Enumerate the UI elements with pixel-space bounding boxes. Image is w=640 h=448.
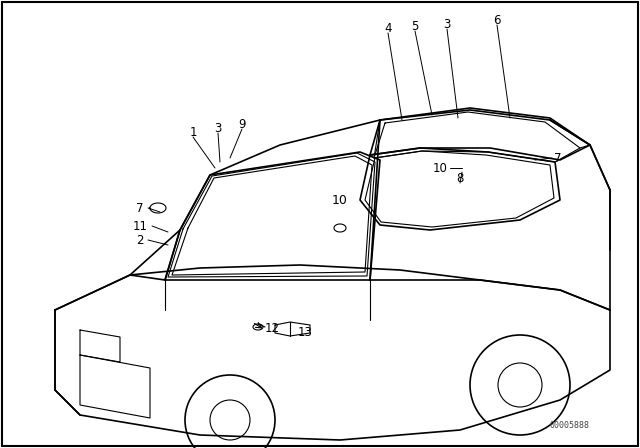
Text: 1: 1 — [189, 125, 196, 138]
Text: 00005888: 00005888 — [550, 421, 590, 430]
Text: 7: 7 — [554, 151, 562, 164]
Text: 7: 7 — [136, 202, 144, 215]
Text: 3: 3 — [444, 17, 451, 30]
Text: 3: 3 — [214, 121, 221, 134]
Text: 12: 12 — [264, 322, 280, 335]
Text: 10: 10 — [332, 194, 348, 207]
Text: 2: 2 — [136, 233, 144, 246]
Text: 8: 8 — [456, 172, 464, 185]
Text: 11: 11 — [132, 220, 147, 233]
Text: 13: 13 — [298, 326, 312, 339]
Text: 4: 4 — [384, 22, 392, 34]
Text: 5: 5 — [412, 20, 419, 33]
Text: 10: 10 — [433, 161, 447, 175]
Text: 9: 9 — [238, 117, 246, 130]
Text: 6: 6 — [493, 13, 500, 26]
